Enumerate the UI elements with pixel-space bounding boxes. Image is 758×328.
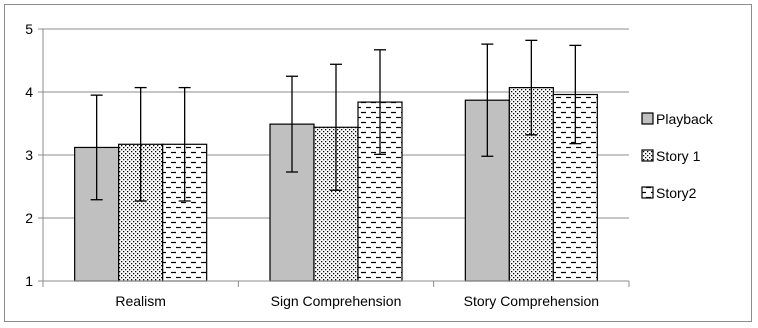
x-tick-label: Story Comprehension [464, 293, 599, 309]
legend-label: Story 1 [656, 148, 701, 164]
error-bars [90, 39, 582, 202]
y-tick-label: 4 [25, 84, 33, 100]
legend-swatch [641, 112, 654, 125]
chart-frame: 1 2 3 4 5 Realism Sign Comprehension Story Comp… [4, 4, 752, 322]
bar-chart: 1 2 3 4 5 Realism Sign Comprehension Story Comp… [25, 21, 714, 309]
legend: Playback Story 1 Story2 [641, 111, 714, 201]
y-tick-label: 1 [25, 273, 33, 289]
legend-label: Playback [656, 111, 714, 127]
axes: 1 2 3 4 5 Realism Sign Comprehension Story Comp… [25, 21, 630, 309]
x-tick-label: Sign Comprehension [271, 293, 402, 309]
y-tick-label: 2 [25, 210, 33, 226]
legend-swatch [641, 186, 654, 199]
legend-label: Story2 [656, 185, 697, 201]
y-tick-label: 3 [25, 147, 33, 163]
legend-swatch [641, 149, 654, 162]
y-tick-label: 5 [25, 21, 33, 37]
x-tick-label: Realism [115, 293, 166, 309]
